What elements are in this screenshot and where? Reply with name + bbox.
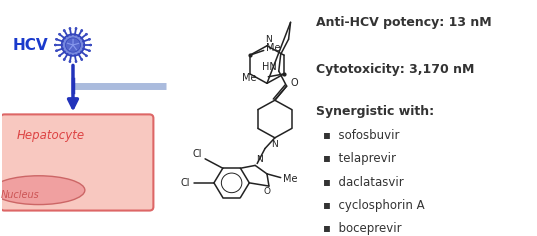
Ellipse shape	[0, 176, 85, 205]
Text: Cl: Cl	[192, 149, 202, 159]
Circle shape	[75, 61, 77, 63]
Text: HN: HN	[262, 62, 277, 72]
Text: N: N	[256, 155, 263, 164]
Circle shape	[62, 34, 84, 56]
Text: ▪  sofosbuvir: ▪ sofosbuvir	[323, 129, 400, 142]
Circle shape	[59, 33, 61, 35]
Circle shape	[63, 59, 65, 60]
Text: Cl: Cl	[181, 178, 190, 188]
Circle shape	[85, 55, 88, 57]
Text: Nucleus: Nucleus	[1, 190, 39, 200]
Circle shape	[66, 38, 81, 52]
Text: O: O	[291, 78, 298, 88]
Text: ▪  daclatasvir: ▪ daclatasvir	[323, 176, 404, 189]
Text: ▪  telaprevir: ▪ telaprevir	[323, 152, 396, 165]
Circle shape	[89, 50, 90, 52]
Circle shape	[63, 30, 65, 31]
Text: ▪  cyclosphorin A: ▪ cyclosphorin A	[323, 199, 425, 212]
Circle shape	[69, 61, 71, 63]
Circle shape	[81, 30, 83, 31]
Text: Anti-HCV potency: 13 nM: Anti-HCV potency: 13 nM	[316, 16, 491, 29]
Text: Me: Me	[284, 174, 298, 185]
Circle shape	[54, 44, 56, 46]
Text: Me: Me	[266, 43, 281, 53]
Circle shape	[81, 59, 83, 60]
Circle shape	[69, 28, 71, 30]
Circle shape	[85, 33, 88, 35]
Text: Synergistic with:: Synergistic with:	[316, 105, 434, 118]
FancyBboxPatch shape	[1, 114, 154, 211]
Circle shape	[89, 38, 90, 40]
Text: ▪  boceprevir: ▪ boceprevir	[323, 222, 402, 235]
Text: Hepatocyte: Hepatocyte	[16, 129, 84, 142]
Text: Me: Me	[242, 73, 257, 83]
Text: HCV: HCV	[13, 38, 48, 53]
Circle shape	[55, 38, 57, 40]
Text: Cytotoxicity: 3,170 nM: Cytotoxicity: 3,170 nM	[316, 63, 474, 76]
Circle shape	[59, 55, 61, 57]
Circle shape	[55, 50, 57, 52]
Text: O: O	[264, 187, 271, 196]
Text: N: N	[266, 35, 272, 44]
Circle shape	[90, 44, 91, 46]
Circle shape	[75, 28, 77, 30]
Text: N: N	[272, 140, 278, 149]
